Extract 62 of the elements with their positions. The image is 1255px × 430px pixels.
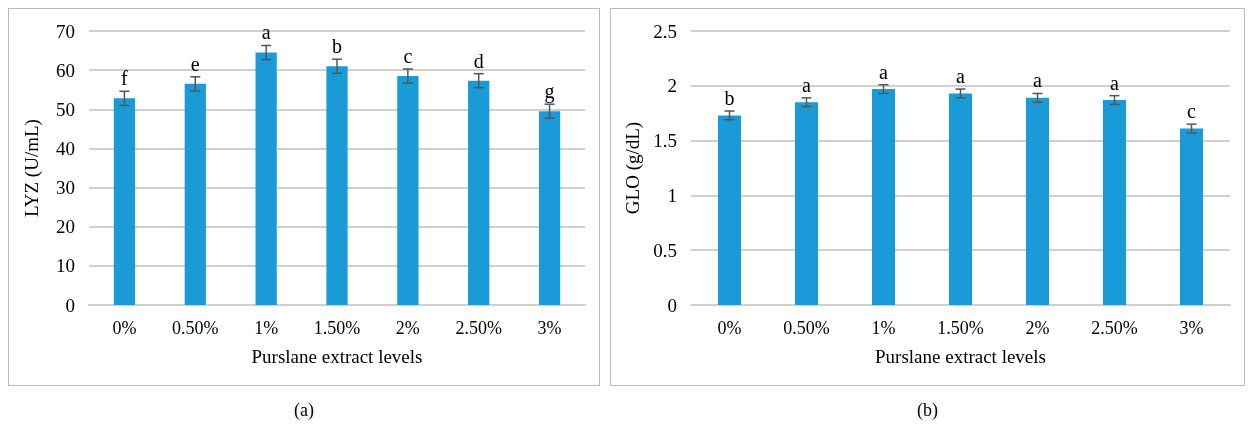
annotation: c	[403, 44, 413, 67]
y-tick-label: 1.5	[653, 130, 677, 152]
x-tick-label: 2%	[1025, 318, 1050, 338]
bar	[538, 111, 561, 305]
y-tick-label: 40	[56, 137, 75, 159]
y-axis-title: GLO (g/dL)	[622, 121, 645, 215]
x-tick-label: 0%	[717, 318, 742, 338]
y-tick-label: 1	[667, 184, 677, 206]
bar	[1179, 128, 1204, 305]
y-tick-label: 0.5	[653, 239, 677, 261]
x-tick-label: 1.50%	[937, 318, 984, 338]
bar	[794, 102, 819, 305]
x-tick-label: 0.50%	[783, 318, 830, 338]
bar	[397, 76, 419, 305]
annotation: a	[802, 73, 812, 96]
x-tick-label: 1.50%	[313, 318, 361, 338]
bar	[948, 93, 973, 305]
text: (b)	[916, 400, 939, 421]
x-tick-label: 1%	[871, 318, 896, 338]
x-tick-label: 3%	[1179, 318, 1204, 338]
bar	[468, 80, 490, 305]
y-tick-label: 20	[56, 216, 75, 238]
bar	[717, 115, 742, 305]
y-tick-label: 0	[667, 294, 677, 316]
x-tick-label: 1%	[254, 318, 279, 338]
annotation: g	[544, 80, 555, 104]
y-tick-label: 50	[56, 98, 75, 120]
y-tick-label: 0	[65, 294, 75, 316]
y-tick-label: 2.5	[653, 20, 677, 42]
annotation: a	[956, 65, 966, 88]
bar	[255, 52, 277, 305]
annotation: a	[1110, 71, 1120, 94]
bar	[113, 98, 136, 305]
bar	[184, 83, 206, 305]
annotation: f	[121, 67, 129, 90]
annotation: a	[261, 21, 271, 44]
bar	[1102, 100, 1127, 305]
bar	[1025, 97, 1050, 305]
x-tick-label: 2%	[395, 318, 420, 338]
y-tick-label: 10	[56, 255, 75, 277]
annotation: a	[1033, 69, 1043, 92]
y-tick-label: 2	[667, 75, 677, 97]
y-tick-label: 30	[56, 177, 75, 199]
annotation: b	[332, 35, 342, 58]
bar	[326, 66, 348, 305]
x-tick-label: 2.50%	[455, 318, 502, 338]
annotation: d	[473, 49, 484, 72]
bar	[871, 89, 896, 305]
y-tick-label: 60	[56, 59, 75, 81]
x-tick-label: 3%	[537, 318, 562, 338]
x-tick-label: 0.50%	[172, 318, 219, 338]
y-tick-label: 70	[56, 20, 75, 42]
text: (a)	[293, 400, 315, 421]
annotation: c	[1187, 100, 1197, 123]
annotation: b	[724, 87, 735, 110]
x-tick-label: 0%	[112, 318, 137, 338]
x-axis-title: Purslane extract levels	[251, 346, 423, 367]
x-axis-title: Purslane extract levels	[875, 346, 1046, 367]
y-axis-title: LYZ (U/mL)	[21, 119, 43, 217]
x-tick-label: 2.50%	[1091, 318, 1138, 338]
annotation: a	[879, 60, 889, 83]
annotation: e	[190, 52, 200, 75]
